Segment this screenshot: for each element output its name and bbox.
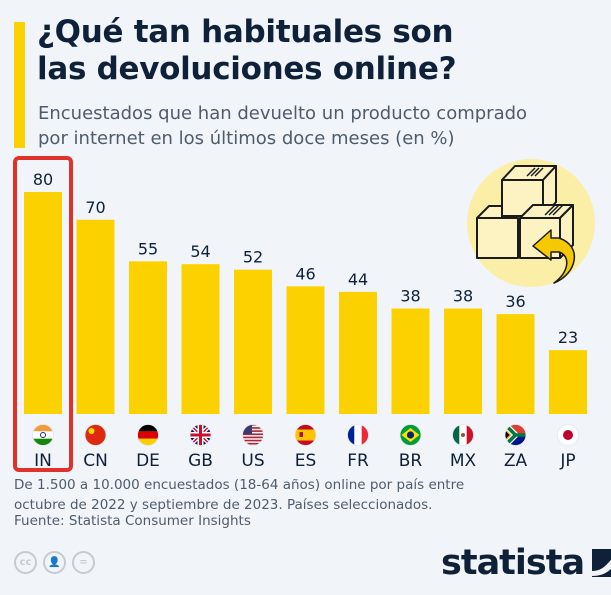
bar-fr [339,291,377,414]
brand-name: statista [441,543,585,583]
title-accent-bar [14,22,25,148]
statista-logo-icon [592,549,611,577]
bar-chart: 80 IN 70 CN 55 DE 54 GB 52 US 46 ES 44 FR 38 BR 38 MX 36 ZA… [13,156,587,472]
bar-br [391,308,430,414]
bar-jp [549,350,587,414]
value-label-br: 38 [400,287,420,306]
bar-us [234,269,272,414]
category-label-jp: JP [559,451,575,471]
value-label-mx: 38 [453,287,473,306]
category-label-in: IN [34,451,52,471]
flag-outline [347,424,369,446]
bar-es [286,286,325,414]
value-label-gb: 54 [190,242,210,261]
bar-de [129,261,167,414]
bar-in [24,192,62,414]
category-label-gb: GB [188,451,213,471]
chart-title: ¿Qué tan habituales son las devoluciones… [37,14,457,88]
value-label-fr: 44 [348,270,368,289]
attribution-icon[interactable]: 👤 [43,551,66,574]
flag-outline [137,424,159,446]
flag-outline [504,424,527,446]
creative-commons-icon[interactable]: cc [14,551,37,574]
highlight-box-in [13,156,73,472]
flag-outline [399,424,422,446]
usa-flag-icon [242,424,264,445]
bar-za [496,314,535,414]
flag-outline [84,424,107,446]
category-label-de: DE [136,451,160,471]
subtitle-line-1: Encuestados que han devuelto un producto… [38,103,528,124]
category-label-br: BR [399,451,423,471]
category-label-mx: MX [450,451,477,471]
license-icons: cc 👤 = [14,551,95,574]
china-flag-icon [85,424,106,446]
source-text: Fuente: Statista Consumer Insights [14,513,251,529]
value-label-jp: 23 [558,328,578,347]
flag-outline [189,424,212,446]
value-label-es: 46 [295,264,315,283]
value-label-us: 52 [243,248,263,267]
brazil-flag-icon [400,424,421,446]
flag-outline [557,424,579,446]
india-flag-icon [32,424,54,446]
uk-flag-icon [190,424,211,446]
chart-subtitle: Encuestados que han devuelto un producto… [38,101,598,151]
flag-outline [452,424,474,446]
value-label-za: 36 [505,292,525,311]
category-label-fr: FR [347,451,369,471]
category-label-cn: CN [83,451,108,471]
subtitle-line-2: por internet en los últimos doce meses (… [38,128,455,149]
no-derivatives-icon[interactable]: = [72,551,95,574]
category-label-us: US [241,451,264,471]
france-flag-icon [347,424,369,446]
flag-outline [242,424,264,446]
flag-outline [32,424,54,446]
japan-flag-icon [557,424,579,446]
category-label-es: ES [295,451,317,471]
returned-boxes-icon [459,154,607,290]
flag-outline [294,424,317,446]
bar-gb [181,264,220,414]
chart-notes: De 1.500 a 10.000 encuestados (18-64 año… [14,475,574,515]
title-line-2: las devoluciones online? [37,51,457,87]
bar-mx [444,308,482,414]
note-line-2: octubre de 2022 y septiembre de 2023. Pa… [14,497,433,513]
title-line-1: ¿Qué tan habituales son [37,14,454,50]
bar-cn [76,219,115,414]
value-label-de: 55 [138,239,158,258]
note-line-1: De 1.500 a 10.000 encuestados (18-64 año… [14,477,465,493]
mexico-flag-icon [452,424,474,446]
value-label-in: 80 [33,170,53,189]
category-label-za: ZA [504,451,528,471]
value-label-cn: 70 [85,198,105,217]
germany-flag-icon [137,424,159,446]
statista-logo[interactable]: statista [441,543,611,583]
spain-flag-icon [295,424,316,446]
